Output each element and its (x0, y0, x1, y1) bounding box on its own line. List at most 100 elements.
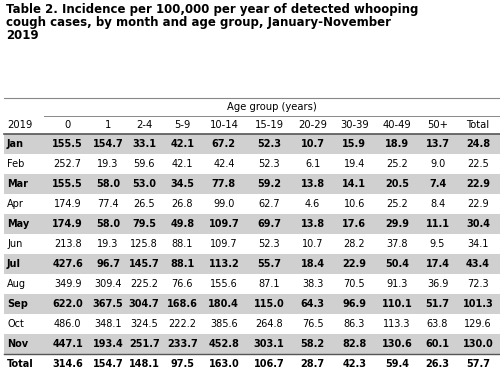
Text: 91.3: 91.3 (386, 279, 408, 289)
Text: 233.7: 233.7 (167, 339, 198, 349)
Text: 79.5: 79.5 (132, 219, 156, 229)
Text: 2019: 2019 (6, 29, 38, 42)
Text: 129.6: 129.6 (464, 319, 492, 329)
Text: 314.6: 314.6 (52, 359, 83, 369)
Text: 427.6: 427.6 (52, 259, 83, 269)
Text: 70.5: 70.5 (344, 279, 365, 289)
Text: 36.9: 36.9 (427, 279, 448, 289)
Text: 304.7: 304.7 (129, 299, 160, 309)
Text: 43.4: 43.4 (466, 259, 490, 269)
Text: 67.2: 67.2 (212, 139, 236, 149)
Text: Total: Total (7, 359, 34, 369)
Text: 25.2: 25.2 (386, 199, 408, 209)
Text: 52.3: 52.3 (257, 139, 281, 149)
Text: 33.1: 33.1 (132, 139, 156, 149)
Text: 28.2: 28.2 (344, 239, 365, 249)
Text: 9.5: 9.5 (430, 239, 445, 249)
Bar (4, 154, 500, 174)
Bar (4, 174, 500, 194)
Text: 251.7: 251.7 (129, 339, 160, 349)
Text: 52.3: 52.3 (258, 159, 280, 169)
Text: 30.4: 30.4 (466, 219, 490, 229)
Text: 25.2: 25.2 (386, 159, 408, 169)
Text: 22.9: 22.9 (342, 259, 366, 269)
Text: 264.8: 264.8 (256, 319, 283, 329)
Text: Apr: Apr (7, 199, 24, 209)
Text: Jul: Jul (7, 259, 21, 269)
Text: 125.8: 125.8 (130, 239, 158, 249)
Text: 155.5: 155.5 (52, 179, 83, 189)
Text: 59.2: 59.2 (257, 179, 281, 189)
Text: 109.7: 109.7 (208, 219, 239, 229)
Text: 367.5: 367.5 (92, 299, 124, 309)
Text: 174.9: 174.9 (52, 219, 83, 229)
Text: 18.9: 18.9 (385, 139, 409, 149)
Text: 63.8: 63.8 (427, 319, 448, 329)
Text: Total: Total (466, 120, 489, 130)
Text: 13.8: 13.8 (300, 219, 324, 229)
Text: 385.6: 385.6 (210, 319, 238, 329)
Text: 57.7: 57.7 (466, 359, 490, 369)
Bar (4, 254, 500, 274)
Text: 222.2: 222.2 (168, 319, 196, 329)
Text: 72.3: 72.3 (467, 279, 489, 289)
Text: 7.4: 7.4 (429, 179, 446, 189)
Text: 6.1: 6.1 (305, 159, 320, 169)
Text: 42.4: 42.4 (213, 159, 234, 169)
Text: 17.6: 17.6 (342, 219, 366, 229)
Text: 225.2: 225.2 (130, 279, 158, 289)
Text: 34.1: 34.1 (468, 239, 488, 249)
Text: 180.4: 180.4 (208, 299, 240, 309)
Text: 97.5: 97.5 (170, 359, 194, 369)
Bar (4, 294, 500, 314)
Text: 10.6: 10.6 (344, 199, 365, 209)
Text: 10.7: 10.7 (300, 139, 324, 149)
Text: Jun: Jun (7, 239, 22, 249)
Text: 13.8: 13.8 (300, 179, 324, 189)
Text: 20.5: 20.5 (385, 179, 409, 189)
Text: 17.4: 17.4 (426, 259, 450, 269)
Bar (4, 214, 500, 234)
Text: 13.7: 13.7 (426, 139, 450, 149)
Text: 55.7: 55.7 (257, 259, 281, 269)
Text: 9.0: 9.0 (430, 159, 445, 169)
Text: 130.0: 130.0 (462, 339, 494, 349)
Text: 2-4: 2-4 (136, 120, 152, 130)
Text: Oct: Oct (7, 319, 24, 329)
Text: May: May (7, 219, 29, 229)
Text: Aug: Aug (7, 279, 26, 289)
Text: 58.0: 58.0 (96, 179, 120, 189)
Text: Table 2. Incidence per 100,000 per year of detected whooping: Table 2. Incidence per 100,000 per year … (6, 3, 418, 16)
Text: 87.1: 87.1 (258, 279, 280, 289)
Text: 29.9: 29.9 (385, 219, 409, 229)
Text: 14.1: 14.1 (342, 179, 366, 189)
Text: 60.1: 60.1 (426, 339, 450, 349)
Text: 447.1: 447.1 (52, 339, 83, 349)
Text: 50+: 50+ (427, 120, 448, 130)
Text: 113.2: 113.2 (208, 259, 239, 269)
Bar (4, 194, 500, 214)
Text: 20-29: 20-29 (298, 120, 327, 130)
Text: 52.3: 52.3 (258, 239, 280, 249)
Text: 452.8: 452.8 (208, 339, 240, 349)
Bar (4, 334, 500, 354)
Text: 24.8: 24.8 (466, 139, 490, 149)
Text: 154.7: 154.7 (92, 359, 124, 369)
Text: 154.7: 154.7 (92, 139, 124, 149)
Text: 19.3: 19.3 (98, 159, 119, 169)
Text: 38.3: 38.3 (302, 279, 324, 289)
Text: 155.5: 155.5 (52, 139, 83, 149)
Text: 145.7: 145.7 (129, 259, 160, 269)
Text: 1: 1 (105, 120, 112, 130)
Text: 42.1: 42.1 (172, 159, 193, 169)
Text: 115.0: 115.0 (254, 299, 284, 309)
Text: 348.1: 348.1 (94, 319, 122, 329)
Text: cough cases, by month and age group, January-November: cough cases, by month and age group, Jan… (6, 16, 391, 29)
Text: 86.3: 86.3 (344, 319, 365, 329)
Text: 37.8: 37.8 (386, 239, 408, 249)
Bar (4, 134, 500, 154)
Text: 213.8: 213.8 (54, 239, 82, 249)
Text: 58.0: 58.0 (96, 219, 120, 229)
Text: 252.7: 252.7 (54, 159, 82, 169)
Text: 77.8: 77.8 (212, 179, 236, 189)
